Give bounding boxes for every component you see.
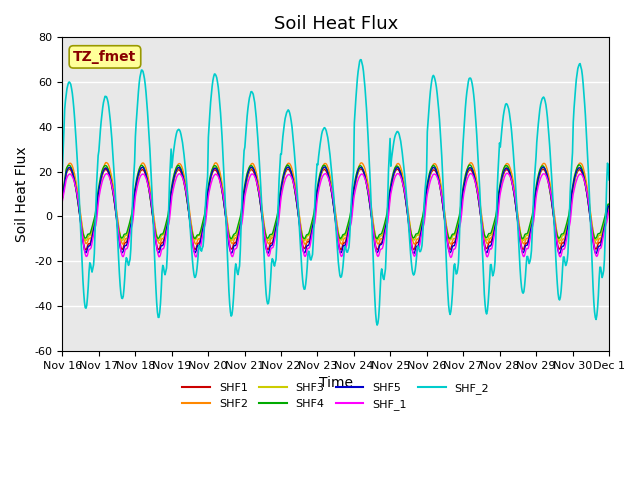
SHF1 xyxy=(605,204,613,209)
SHF5 xyxy=(403,205,411,211)
SHF5 xyxy=(556,251,563,256)
SHF2 xyxy=(102,160,109,166)
SHF1 xyxy=(82,247,90,252)
Line: SHF3: SHF3 xyxy=(63,167,609,240)
SHF3 xyxy=(605,204,613,210)
SHF3 xyxy=(82,238,90,243)
SHF1 xyxy=(211,167,218,173)
SHF1 xyxy=(182,188,189,193)
Legend: SHF1, SHF2, SHF3, SHF4, SHF5, SHF_1, SHF_2: SHF1, SHF2, SHF3, SHF4, SHF5, SHF_1, SHF… xyxy=(178,379,493,414)
SHF5 xyxy=(180,178,188,184)
SHF_2 xyxy=(125,263,132,268)
SHF5 xyxy=(605,203,613,209)
SHF3 xyxy=(404,206,412,212)
Line: SHF_1: SHF_1 xyxy=(63,173,609,257)
SHF2 xyxy=(125,228,133,234)
SHF_2 xyxy=(356,57,364,62)
SHF3 xyxy=(210,166,218,171)
SHF_1 xyxy=(418,229,426,235)
SHF5 xyxy=(419,220,427,226)
SHF_1 xyxy=(125,240,132,245)
Y-axis label: Soil Heat Flux: Soil Heat Flux xyxy=(15,146,29,242)
SHF_1 xyxy=(503,170,511,176)
SHF1 xyxy=(404,212,412,217)
SHF4 xyxy=(227,236,235,241)
SHF_2 xyxy=(605,177,613,183)
SHF4 xyxy=(209,165,217,170)
SHF2 xyxy=(181,176,189,181)
SHF_2 xyxy=(59,167,67,172)
SHF2 xyxy=(605,206,613,212)
Title: Soil Heat Flux: Soil Heat Flux xyxy=(273,15,398,33)
Text: TZ_fmet: TZ_fmet xyxy=(74,50,136,64)
SHF2 xyxy=(59,195,67,201)
SHF4 xyxy=(68,168,76,174)
SHF1 xyxy=(65,166,73,172)
SHF1 xyxy=(126,223,134,229)
SHF4 xyxy=(575,162,583,168)
Line: SHF_2: SHF_2 xyxy=(63,60,609,325)
SHF5 xyxy=(209,168,217,173)
Line: SHF1: SHF1 xyxy=(63,169,609,250)
Line: SHF4: SHF4 xyxy=(63,165,609,239)
SHF2 xyxy=(404,204,412,210)
Line: SHF5: SHF5 xyxy=(63,167,609,253)
SHF4 xyxy=(125,224,132,229)
SHF_1 xyxy=(209,175,217,180)
SHF3 xyxy=(181,180,189,186)
SHF_1 xyxy=(605,207,613,213)
SHF4 xyxy=(419,213,427,218)
SHF2 xyxy=(210,163,218,168)
SHF3 xyxy=(420,214,428,220)
SHF_1 xyxy=(447,254,454,260)
SHF2 xyxy=(420,216,428,222)
SHF4 xyxy=(59,193,67,199)
SHF_1 xyxy=(402,196,410,202)
SHF4 xyxy=(605,201,613,207)
SHF2 xyxy=(301,241,308,247)
SHF2 xyxy=(68,163,76,169)
SHF3 xyxy=(394,164,401,170)
SHF1 xyxy=(59,195,67,201)
SHF4 xyxy=(180,179,188,184)
SHF_1 xyxy=(59,198,67,204)
SHF_2 xyxy=(180,152,188,158)
SHF1 xyxy=(69,173,77,179)
SHF5 xyxy=(59,195,67,201)
SHF_2 xyxy=(373,322,381,328)
SHF_2 xyxy=(404,207,412,213)
SHF1 xyxy=(420,216,428,222)
Line: SHF2: SHF2 xyxy=(63,163,609,244)
SHF5 xyxy=(321,164,328,170)
SHF3 xyxy=(125,225,133,230)
SHF3 xyxy=(59,195,67,201)
SHF4 xyxy=(403,204,411,210)
SHF_2 xyxy=(68,90,76,96)
SHF5 xyxy=(68,169,76,175)
SHF_1 xyxy=(180,180,188,185)
SHF3 xyxy=(68,168,76,174)
SHF5 xyxy=(125,233,132,239)
SHF_2 xyxy=(209,77,217,83)
SHF_1 xyxy=(68,174,76,180)
X-axis label: Time: Time xyxy=(319,376,353,390)
SHF_2 xyxy=(420,216,428,221)
